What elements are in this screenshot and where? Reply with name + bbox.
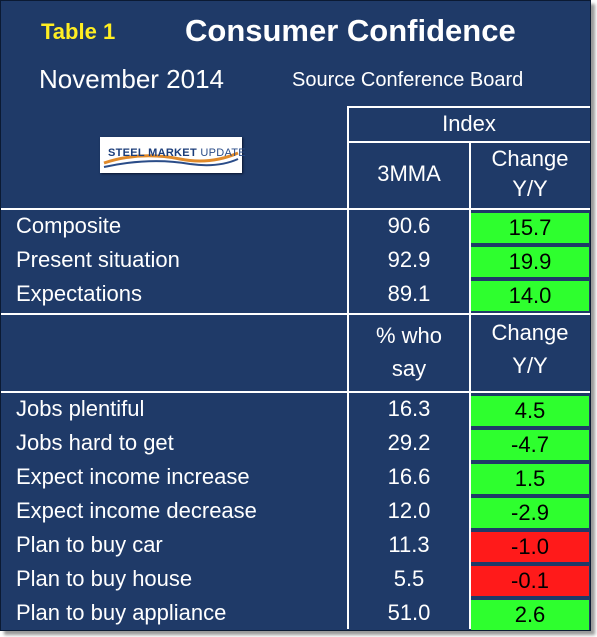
row-label: Expect income increase (16, 464, 250, 489)
row-value: 29.2 (387, 430, 431, 455)
source-note: Source Conference Board (292, 69, 524, 91)
change-cell-positive: -4.7 (471, 430, 589, 460)
row-label: Jobs hard to get (16, 430, 174, 455)
logo-text-bold: STEEL MARKET (108, 147, 197, 159)
change-cell-positive: 1.5 (471, 464, 589, 494)
row-value: 16.6 (387, 464, 431, 489)
table-subtitle: November 2014 (39, 64, 224, 94)
change-cell-positive: -2.9 (471, 498, 589, 528)
change-cell-positive: 2.6 (471, 600, 589, 630)
col-change-header-line2: Y/Y (512, 176, 548, 201)
table-label: Table 1 (41, 19, 116, 44)
rule-section1-top (1, 208, 590, 210)
row-label: Jobs plentiful (16, 396, 145, 421)
row-value: 5.5 (393, 566, 425, 591)
col-pct-header-line1: % who (375, 323, 443, 348)
logo-text-light: UPDATE (200, 147, 246, 159)
col-change2-header-line2: Y/Y (512, 353, 548, 378)
rule-under-subtitle (347, 106, 590, 108)
col-pct-header-line2: say (391, 356, 427, 381)
col-change2-header-line1: Change (491, 320, 569, 345)
row-value: 11.3 (388, 532, 430, 557)
row-value: 92.9 (387, 247, 431, 272)
change-cell-positive: 19.9 (471, 247, 589, 277)
row-value: 12.0 (387, 498, 431, 523)
steel-market-update-logo: STEEL MARKET UPDATE (100, 137, 246, 173)
col-change-header-line1: Change (491, 146, 569, 171)
row-label: Plan to buy house (16, 566, 193, 591)
change-cell-positive: 4.5 (471, 396, 589, 426)
column-divider-1 (347, 106, 349, 629)
logo-text: STEEL MARKET UPDATE (108, 147, 246, 159)
change-cell-negative: -0.1 (471, 566, 589, 596)
change-cell-negative: -1.0 (471, 532, 589, 562)
row-value: 90.6 (387, 213, 431, 238)
index-group-header: Index (442, 111, 496, 136)
row-label: Plan to buy appliance (16, 600, 227, 625)
row-value: 16.3 (387, 396, 431, 421)
rule-under-index (347, 141, 590, 143)
row-label: Expectations (16, 281, 142, 306)
rule-section2-rows-top (1, 391, 590, 393)
row-label: Composite (16, 213, 122, 238)
row-label: Plan to buy car (16, 532, 163, 557)
change-cell-positive: 15.7 (471, 213, 589, 243)
row-label: Present situation (16, 247, 180, 272)
col-3mma-header: 3MMA (377, 161, 441, 186)
row-label: Expect income decrease (16, 498, 257, 523)
row-value: 51.0 (387, 600, 431, 625)
column-divider-2 (469, 141, 471, 629)
change-cell-positive: 14.0 (471, 281, 589, 311)
row-value: 89.1 (387, 281, 431, 306)
logo-swoosh-icon (103, 151, 239, 168)
rule-section2-top (1, 313, 590, 315)
table-title: Consumer Confidence (185, 13, 516, 48)
